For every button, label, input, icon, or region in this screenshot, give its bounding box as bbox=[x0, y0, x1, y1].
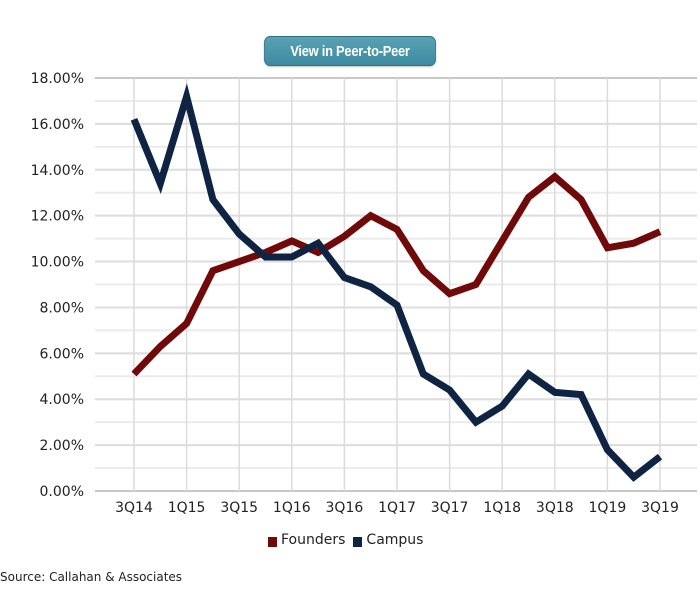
line-chart: 0.00% 2.00% 4.00% 6.00% 8.00% 10.00% 12.00% 14.… bbox=[31, 71, 697, 516]
view-in-peer-to-peer-button[interactable]: View in Peer-to-Peer bbox=[264, 36, 436, 66]
x-tick-label: 3Q15 bbox=[220, 500, 258, 516]
vertical-gridlines bbox=[133, 78, 661, 491]
y-tick-label: 0.00% bbox=[40, 484, 84, 500]
data-point-founders[interactable] bbox=[157, 343, 163, 349]
x-tick-label: 1Q16 bbox=[273, 500, 311, 516]
data-point-campus[interactable] bbox=[552, 389, 558, 395]
y-tick-label: 8.00% bbox=[40, 300, 84, 316]
y-tick-label: 2.00% bbox=[40, 438, 84, 454]
series-line-founders[interactable] bbox=[131, 172, 662, 377]
data-point-campus[interactable] bbox=[368, 284, 374, 290]
x-tick-label: 3Q14 bbox=[115, 500, 153, 516]
data-point-campus[interactable] bbox=[263, 254, 269, 260]
founders-swatch-icon bbox=[268, 536, 277, 547]
data-point-campus[interactable] bbox=[578, 392, 584, 398]
y-tick-label: 4.00% bbox=[40, 392, 84, 408]
data-point-campus[interactable] bbox=[184, 93, 190, 99]
series-lines bbox=[130, 83, 663, 482]
y-tick-label: 12.00% bbox=[31, 209, 84, 225]
data-point-campus[interactable] bbox=[657, 454, 663, 460]
data-point-founders[interactable] bbox=[289, 238, 295, 244]
data-point-founders[interactable] bbox=[184, 321, 190, 327]
data-point-founders[interactable] bbox=[447, 291, 453, 297]
data-point-campus[interactable] bbox=[526, 371, 532, 377]
y-tick-label: 18.00% bbox=[31, 71, 84, 87]
data-point-campus[interactable] bbox=[420, 371, 426, 377]
data-point-campus[interactable] bbox=[289, 254, 295, 260]
data-point-founders[interactable] bbox=[526, 194, 532, 200]
data-point-founders[interactable] bbox=[341, 233, 347, 239]
y-axis-tick-labels: 0.00% 2.00% 4.00% 6.00% 8.00% 10.00% 12.00% 14.… bbox=[31, 71, 84, 500]
legend-item-campus[interactable]: Campus bbox=[353, 532, 423, 548]
y-tick-label: 10.00% bbox=[31, 255, 84, 271]
data-point-campus[interactable] bbox=[473, 419, 479, 425]
data-point-founders[interactable] bbox=[578, 197, 584, 203]
legend: Founders Campus bbox=[268, 532, 431, 548]
x-tick-label: 3Q19 bbox=[641, 500, 679, 516]
data-point-founders[interactable] bbox=[657, 229, 663, 235]
x-tick-label: 1Q18 bbox=[483, 500, 521, 516]
data-point-campus[interactable] bbox=[341, 275, 347, 281]
data-point-founders[interactable] bbox=[420, 268, 426, 274]
x-tick-label: 3Q18 bbox=[536, 500, 574, 516]
data-point-founders[interactable] bbox=[131, 371, 137, 377]
data-point-founders[interactable] bbox=[552, 174, 558, 180]
data-point-campus[interactable] bbox=[157, 181, 163, 187]
data-point-founders[interactable] bbox=[210, 268, 216, 274]
data-point-campus[interactable] bbox=[236, 231, 242, 237]
campus-swatch-icon bbox=[353, 536, 363, 547]
y-tick-label: 16.00% bbox=[31, 117, 84, 133]
legend-item-founders[interactable]: Founders bbox=[268, 532, 345, 548]
x-tick-label: 1Q19 bbox=[589, 500, 627, 516]
x-axis-tick-labels: 3Q14 1Q15 3Q15 1Q16 3Q16 1Q17 3Q17 1Q18 3Q18 1Q19… bbox=[115, 500, 679, 516]
data-point-founders[interactable] bbox=[394, 226, 400, 232]
y-tick-label: 14.00% bbox=[31, 163, 84, 179]
x-tick-label: 1Q15 bbox=[168, 500, 206, 516]
data-point-campus[interactable] bbox=[131, 116, 137, 122]
data-point-founders[interactable] bbox=[473, 282, 479, 288]
x-tick-label: 1Q17 bbox=[378, 500, 416, 516]
data-point-campus[interactable] bbox=[499, 403, 505, 409]
data-point-founders[interactable] bbox=[368, 213, 374, 219]
data-point-founders[interactable] bbox=[499, 238, 505, 244]
series-line-campus[interactable] bbox=[130, 83, 663, 482]
source-note: Source: Callahan & Associates bbox=[0, 570, 183, 584]
legend-label-campus: Campus bbox=[366, 532, 424, 548]
data-point-campus[interactable] bbox=[394, 302, 400, 308]
data-point-campus[interactable] bbox=[604, 447, 610, 453]
legend-label-founders: Founders bbox=[281, 532, 346, 548]
data-point-founders[interactable] bbox=[236, 259, 242, 265]
data-point-founders[interactable] bbox=[631, 240, 637, 246]
data-point-campus[interactable] bbox=[631, 474, 637, 480]
data-point-campus[interactable] bbox=[210, 197, 216, 203]
data-point-campus[interactable] bbox=[447, 387, 453, 393]
x-tick-label: 3Q17 bbox=[431, 500, 469, 516]
x-tick-label: 3Q16 bbox=[326, 500, 364, 516]
data-point-campus[interactable] bbox=[315, 240, 321, 246]
data-point-founders[interactable] bbox=[604, 245, 610, 251]
y-tick-label: 6.00% bbox=[40, 346, 84, 362]
